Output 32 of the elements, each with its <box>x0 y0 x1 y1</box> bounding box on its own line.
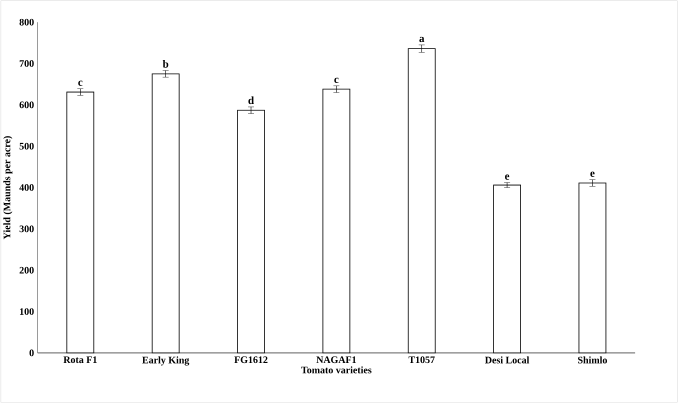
x-tick-label: Shimlo <box>578 356 608 364</box>
y-tick-label: 800 <box>20 18 34 26</box>
annotation: e <box>505 174 510 180</box>
bar <box>578 182 606 354</box>
y-tick-label: 500 <box>20 142 34 150</box>
annotation: c <box>78 80 82 86</box>
y-tick-label: 200 <box>20 266 34 274</box>
y-tick-label: 100 <box>20 308 34 315</box>
bar <box>66 92 94 354</box>
x-tick-label: Early King <box>142 356 190 366</box>
annotation: b <box>162 60 168 68</box>
bar <box>493 184 521 354</box>
y-tick-label: 400 <box>19 184 34 191</box>
annotation: e <box>590 172 595 177</box>
y-axis-title: Yield (Maunds per acre) <box>3 136 12 240</box>
x-tick-label: NAGAF1 <box>316 356 356 364</box>
x-tick-label: Rota F1 <box>63 356 97 364</box>
annotation: a <box>419 36 424 42</box>
bar <box>237 110 265 354</box>
y-tick-label: 600 <box>20 101 34 108</box>
y-tick-label: 700 <box>20 60 34 67</box>
annotation: d <box>248 96 254 104</box>
bar <box>408 48 436 354</box>
x-tick-label: FG1612 <box>234 356 268 364</box>
bar <box>322 88 350 354</box>
x-tick-label: T1057 <box>408 356 435 364</box>
y-tick-label: 300 <box>20 226 34 232</box>
y-tick-label: 0 <box>30 350 34 356</box>
bar <box>152 73 180 354</box>
x-tick-label: Desi Local <box>485 356 530 364</box>
x-axis-title: Tomato varieties <box>301 366 372 374</box>
annotation: c <box>334 78 339 83</box>
